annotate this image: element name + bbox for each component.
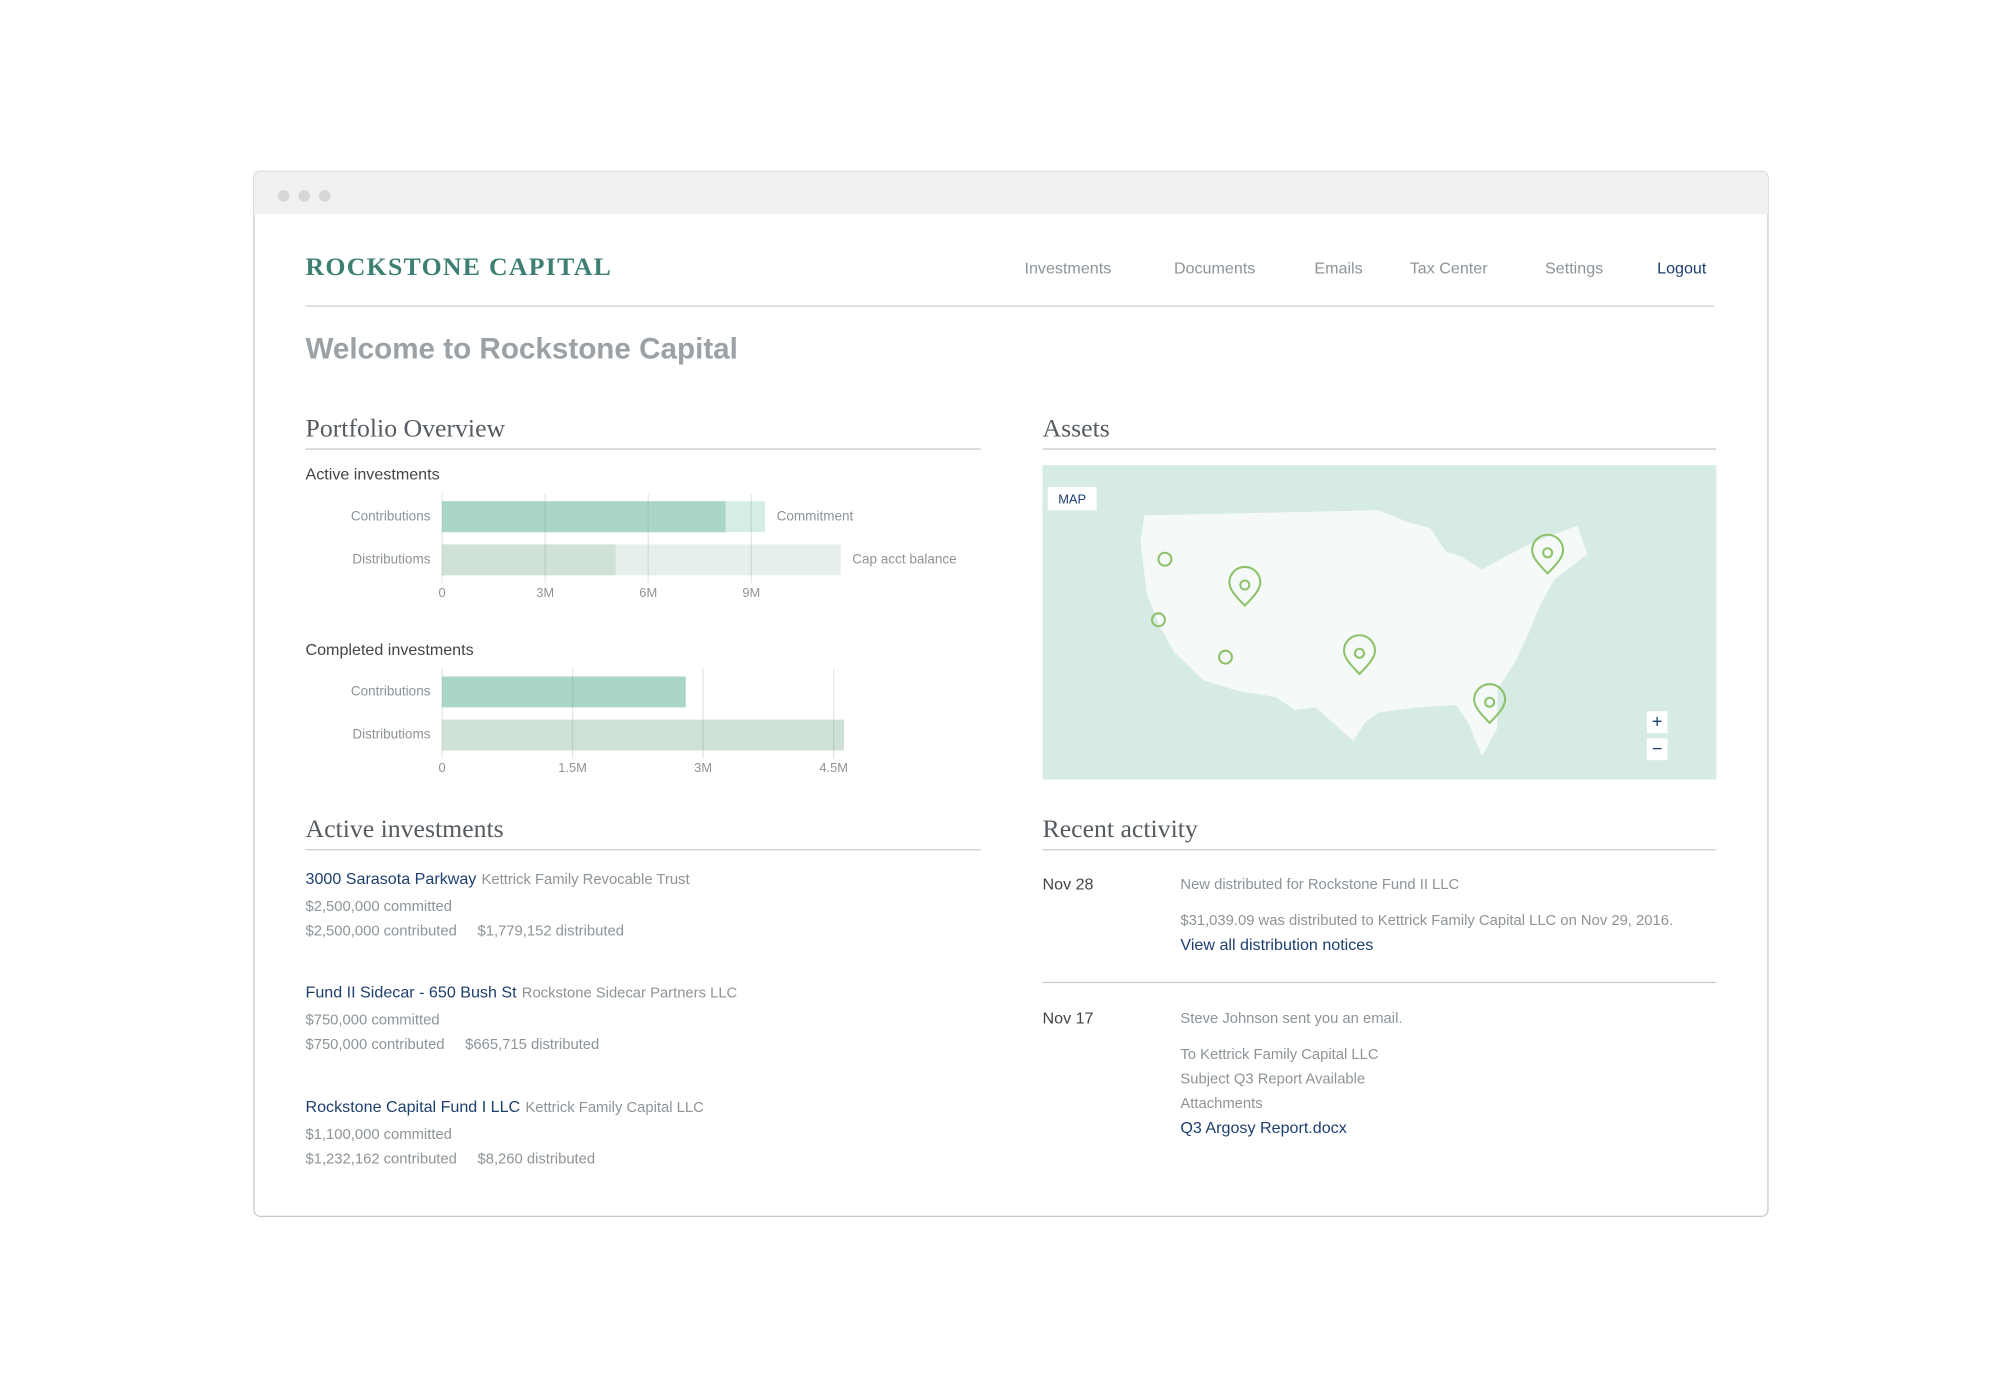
map-pin[interactable]: [1228, 566, 1262, 608]
section-title: Assets: [1043, 413, 1110, 442]
row-label: Contributions: [351, 508, 431, 523]
brand[interactable]: ROCKSTONE CAPITAL: [305, 252, 612, 281]
activity-link[interactable]: Q3 Argosy Report.docx: [1180, 1119, 1346, 1137]
bar: [442, 501, 726, 533]
nav-link[interactable]: Investments: [1024, 260, 1111, 278]
activity-line: To Kettrick Family Capital LLC: [1180, 1047, 1378, 1063]
section-title: Recent activity: [1043, 814, 1198, 843]
amounts: $750,000 contributed $665,715 distributed: [305, 1037, 599, 1053]
x-tick-label: 0: [438, 585, 445, 600]
contributed: $1,232,162 contributed: [305, 1152, 456, 1168]
section-title: Active investments: [305, 814, 503, 843]
zoom-out-button[interactable]: [1646, 738, 1668, 761]
activity-line: Steve Johnson sent you an email.: [1180, 1011, 1402, 1027]
map-label: MAP: [1058, 491, 1086, 506]
bar: [442, 719, 845, 751]
nav-link[interactable]: Emails: [1314, 260, 1362, 278]
investment-name[interactable]: 3000 Sarasota Parkway: [305, 870, 477, 888]
zoom-in-button[interactable]: [1646, 711, 1668, 734]
map-pin[interactable]: [1343, 634, 1376, 676]
welcome-heading: Welcome to Rockstone Capital: [305, 332, 737, 365]
investment-entity: Rockstone Sidecar Partners LLC: [522, 985, 738, 1001]
map-point[interactable]: [1157, 551, 1173, 567]
committed: $1,100,000 committed: [305, 1127, 451, 1143]
investment-list: 3000 Sarasota Parkway Kettrick Family Rev…: [305, 870, 737, 1167]
map-pin[interactable]: [1531, 533, 1565, 575]
total-label: Commitment: [777, 508, 854, 523]
activity-list: Nov 28 New distributed for Rockstone Fund…: [1042, 875, 1717, 1137]
amounts: $1,232,162 contributed $8,260 distributed: [305, 1152, 595, 1168]
x-tick-label: 9M: [742, 585, 760, 600]
section-title: Portfolio Overview: [305, 413, 505, 442]
bar: [442, 544, 616, 576]
row-label: Distributioms: [352, 727, 430, 742]
total-label: Cap acct balance: [852, 551, 956, 566]
window-dot: [298, 190, 310, 202]
x-tick-label: 1.5M: [558, 760, 587, 775]
committed: $2,500,000 committed: [305, 899, 451, 915]
row-label: Distributioms: [352, 551, 430, 566]
window-dot: [277, 190, 290, 202]
investment-row: Rockstone Capital Fund I LLC Kettrick Fam…: [305, 1098, 704, 1116]
activity-date: Nov 17: [1043, 1009, 1094, 1027]
x-tick-label: 4.5M: [819, 760, 848, 775]
x-tick-label: 6M: [639, 585, 657, 600]
activity-line: New distributed for Rockstone Fund II LL…: [1180, 877, 1459, 893]
map-markers: [1151, 533, 1565, 725]
chart-title: Completed investments: [305, 641, 473, 659]
investment-name[interactable]: Rockstone Capital Fund I LLC: [305, 1098, 520, 1116]
window-dot: [319, 190, 331, 202]
nav-link[interactable]: Settings: [1545, 260, 1603, 278]
amounts: $2,500,000 contributed $1,779,152 distrib…: [305, 924, 623, 940]
contributed: $750,000 contributed: [305, 1037, 444, 1053]
map-point[interactable]: [1218, 649, 1233, 665]
map-point[interactable]: [1151, 612, 1166, 628]
investment-entity: Kettrick Family Revocable Trust: [482, 872, 690, 888]
nav-link[interactable]: Tax Center: [1410, 260, 1488, 278]
x-tick-label: 3M: [536, 585, 554, 600]
activity-line: Subject Q3 Report Available: [1180, 1072, 1365, 1088]
title-bar: [253, 171, 1768, 214]
chart-title: Active investments: [305, 466, 439, 484]
x-tick-label: 0: [438, 760, 445, 775]
committed: $750,000 committed: [305, 1012, 439, 1028]
zoom-out[interactable]: −: [1652, 739, 1663, 759]
investment-row: Fund II Sidecar - 650 Bush St Rockstone S…: [305, 984, 737, 1002]
investment-name[interactable]: Fund II Sidecar - 650 Bush St: [305, 984, 517, 1002]
map-pin[interactable]: [1473, 683, 1507, 725]
portfolio-charts: Active investments Contributions Commitmen…: [305, 466, 956, 775]
map-label-box: [1047, 487, 1097, 511]
bar: [442, 676, 686, 708]
nav-link[interactable]: Documents: [1174, 260, 1255, 278]
activity-date: Nov 28: [1043, 875, 1094, 893]
row-label: Contributions: [351, 684, 431, 699]
contributed: $2,500,000 contributed: [305, 924, 456, 940]
zoom-in[interactable]: +: [1652, 712, 1663, 732]
distributed: $1,779,152 distributed: [477, 924, 623, 940]
x-tick-label: 3M: [694, 760, 712, 775]
distributed: $665,715 distributed: [465, 1037, 599, 1053]
activity-link[interactable]: View all distribution notices: [1180, 936, 1373, 954]
activity-line: Attachments: [1180, 1096, 1262, 1112]
distributed: $8,260 distributed: [477, 1152, 595, 1168]
activity-line: $31,039.09 was distributed to Kettrick F…: [1180, 913, 1673, 929]
logout-link[interactable]: Logout: [1657, 260, 1707, 278]
investment-row: 3000 Sarasota Parkway Kettrick Family Rev…: [305, 870, 689, 888]
investment-entity: Kettrick Family Capital LLC: [525, 1100, 704, 1116]
